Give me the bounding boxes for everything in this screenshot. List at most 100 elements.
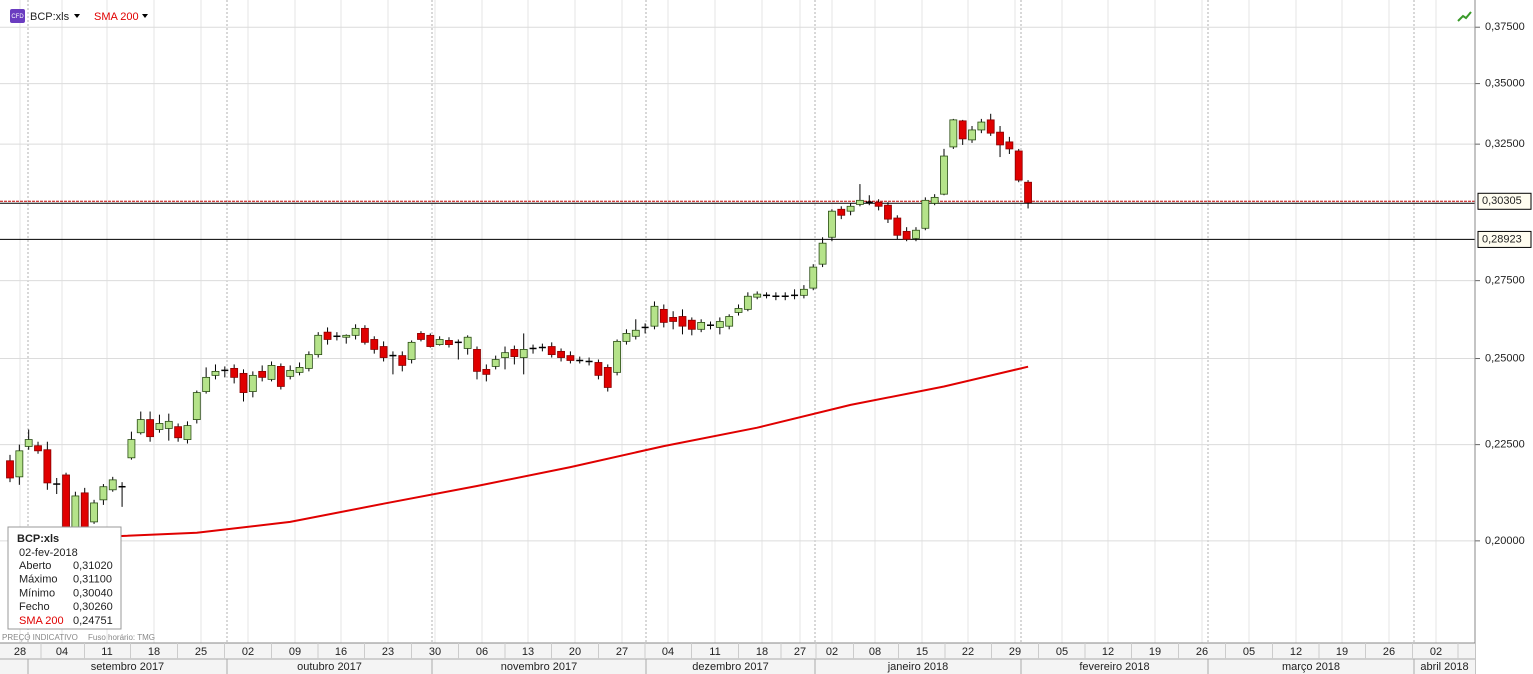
- x-week-label: 04: [662, 646, 674, 658]
- candle-body: [230, 367, 239, 378]
- tooltip-label: Fecho: [19, 601, 50, 613]
- candle-body: [276, 366, 285, 387]
- candle-body: [379, 346, 388, 358]
- candle-body: [24, 439, 33, 447]
- candle-body: [445, 340, 453, 345]
- x-week-label: 11: [709, 646, 720, 658]
- candle-body: [613, 340, 621, 373]
- candle-body: [417, 333, 425, 340]
- x-month-label: abril 2018: [1420, 661, 1468, 673]
- candle-body: [725, 316, 734, 327]
- candle-body: [996, 131, 1004, 146]
- candle-body: [893, 217, 902, 236]
- x-month-label: novembro 2017: [501, 661, 577, 673]
- x-week-label: 19: [1336, 646, 1348, 658]
- price-label-box: [1477, 230, 1532, 248]
- x-week-label: 04: [56, 646, 68, 658]
- x-week-label: 26: [1383, 646, 1395, 658]
- candle-body: [183, 425, 192, 440]
- candle-body: [407, 341, 416, 360]
- x-week-label: 18: [756, 646, 768, 658]
- x-month-label: março 2018: [1282, 661, 1340, 673]
- candle-body: [1005, 141, 1014, 150]
- x-week-label: 27: [794, 646, 806, 658]
- candle-body: [108, 479, 117, 491]
- candle-body: [370, 339, 379, 350]
- x-week-label: 12: [1290, 646, 1302, 658]
- x-week-label: 02: [1430, 646, 1442, 658]
- candle-body: [43, 449, 52, 484]
- candle-body: [361, 327, 369, 343]
- tooltip-title: BCP:xls: [17, 533, 59, 545]
- candle-body: [99, 486, 108, 501]
- candle-body: [949, 119, 958, 148]
- candle-body: [323, 331, 332, 340]
- price-label: 0,30305: [1482, 195, 1522, 207]
- candle-body: [304, 354, 313, 369]
- x-month-label: dezembro 2017: [692, 661, 768, 673]
- candle-body: [34, 445, 42, 452]
- x-week-label: 18: [148, 646, 160, 658]
- candle-body: [15, 450, 24, 478]
- candle-body: [912, 229, 920, 239]
- candle-body: [398, 355, 407, 366]
- candle-body: [977, 121, 986, 131]
- candle-body: [650, 305, 659, 327]
- candle-body: [211, 370, 220, 376]
- x-week-label: 09: [289, 646, 301, 658]
- x-week-label: 05: [1243, 646, 1255, 658]
- symbol-icon: [10, 9, 25, 23]
- candle-body: [809, 266, 818, 289]
- candle-body: [1014, 150, 1023, 181]
- plot-area: [0, 0, 1475, 643]
- candle-body: [678, 316, 687, 327]
- candle-body: [127, 439, 136, 459]
- candle-body: [6, 460, 14, 479]
- x-week-label: 16: [335, 646, 347, 658]
- y-tick-label: 0,25000: [1485, 352, 1525, 364]
- candle-body: [482, 368, 491, 375]
- candle-body: [631, 329, 640, 337]
- trend-icon: [1457, 11, 1472, 22]
- candle-body: [267, 365, 276, 380]
- tooltip-value: 0,30260: [73, 601, 113, 613]
- candle-body: [743, 295, 752, 310]
- candle-body: [622, 333, 631, 342]
- candle-body: [1024, 181, 1032, 203]
- x-week-label: 02: [826, 646, 838, 658]
- y-tick-label: 0,22500: [1485, 439, 1525, 451]
- candle-body: [80, 492, 89, 531]
- candle-body: [921, 199, 930, 229]
- candle-body: [557, 350, 565, 358]
- tooltip-value: 0,31020: [73, 560, 113, 572]
- x-week-label: 23: [382, 646, 394, 658]
- tooltip-label: Máximo: [19, 574, 58, 586]
- candle-body: [958, 120, 967, 140]
- x-month-label: fevereiro 2018: [1079, 661, 1149, 673]
- x-week-label: 30: [429, 646, 441, 658]
- candle-body: [519, 349, 528, 358]
- candle-body: [174, 426, 183, 439]
- candle-body: [491, 359, 500, 367]
- candle-body: [286, 369, 295, 377]
- x-week-label: 13: [522, 646, 534, 658]
- candle-body: [753, 293, 762, 298]
- candle-body: [884, 204, 892, 220]
- candle-body: [248, 374, 257, 392]
- candle-body: [800, 288, 808, 296]
- candle-body: [659, 308, 668, 323]
- x-week-label: 15: [916, 646, 928, 658]
- x-month-label: outubro 2017: [297, 661, 362, 673]
- candle-body: [902, 230, 911, 240]
- footer-note: PREÇO INDICATIVO: [2, 633, 78, 642]
- candle-body: [510, 349, 519, 357]
- y-tick-label: 0,27500: [1485, 275, 1525, 287]
- candle-body: [473, 349, 481, 372]
- y-tick-label: 0,35000: [1485, 77, 1525, 89]
- candle-body: [846, 205, 855, 212]
- candle-body: [192, 392, 201, 420]
- x-week-label: 28: [14, 646, 26, 658]
- x-month-label: setembro 2017: [91, 661, 164, 673]
